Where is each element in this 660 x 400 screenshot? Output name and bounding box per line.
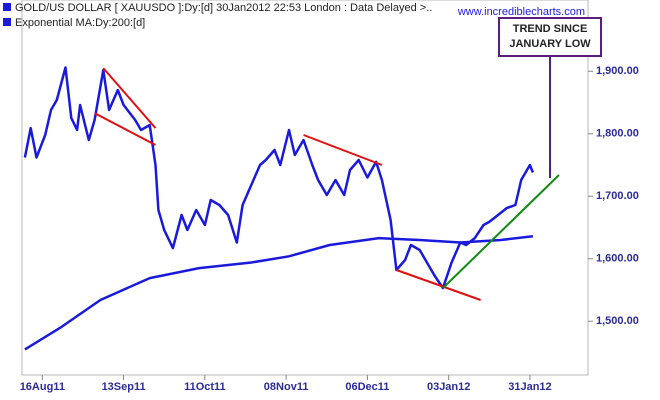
x-tick-label: 13Sep11	[102, 381, 146, 393]
y-tick-label: 1,600.00	[596, 253, 639, 265]
series-line	[24, 235, 534, 351]
trendline	[396, 269, 481, 301]
y-tick-label: 1,800.00	[596, 128, 639, 140]
trendline	[303, 134, 383, 166]
legend-label: Exponential MA:Dy:200:[d]	[15, 17, 145, 29]
x-tick-label: 31Jan12	[508, 381, 551, 393]
plot-frame	[21, 0, 589, 376]
x-tick-label: 11Oct11	[184, 381, 226, 393]
trendline	[102, 67, 157, 129]
x-tick-label: 08Nov11	[264, 381, 309, 393]
y-tick-label: 1,500.00	[596, 315, 639, 327]
annotation-text: JANUARY LOW	[509, 38, 591, 50]
trendline	[94, 112, 156, 146]
y-tick-label: 1,700.00	[596, 190, 639, 202]
series-line	[23, 66, 535, 290]
x-tick-label: 03Jan12	[427, 381, 470, 393]
trendline	[442, 174, 560, 289]
legend-swatch	[3, 3, 11, 11]
legend-swatch	[3, 18, 11, 26]
x-tick-label: 16Aug11	[20, 381, 65, 393]
y-tick-label: 1,900.00	[596, 65, 639, 77]
x-tick-label: 06Dec11	[345, 381, 389, 393]
watermark: www.incrediblecharts.com	[457, 6, 585, 18]
legend-label: GOLD/US DOLLAR [ XAUUSDO ]:Dy:[d] 30Jan2…	[15, 2, 432, 14]
annotation-text: TREND SINCE	[513, 23, 588, 35]
